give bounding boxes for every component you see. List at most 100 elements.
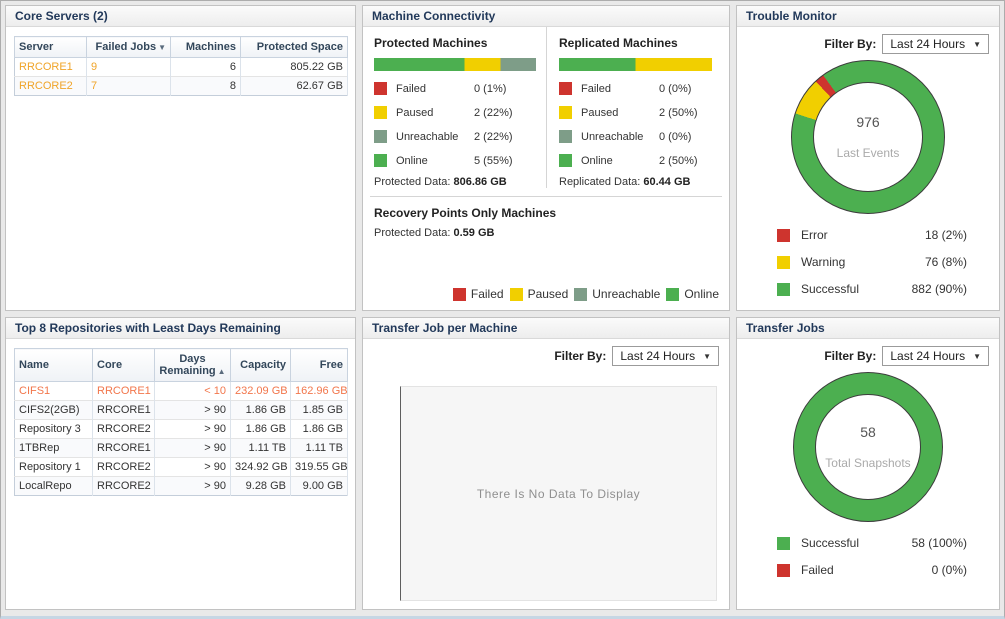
legend-item-unreachable: Unreachable 2 (22%) — [374, 130, 536, 143]
legend-item-online: Online — [666, 287, 719, 301]
table-row: RRCORE2 7 8 62.67 GB — [14, 76, 348, 96]
table-row: LocalRepo RRCORE2 > 90 9.28 GB 9.00 GB — [14, 476, 348, 496]
recovery-points-only-heading: Recovery Points Only Machines — [374, 206, 557, 220]
repository-name: CIFS2(2GB) — [14, 400, 93, 420]
days-remaining-value: > 90 — [154, 476, 231, 496]
error-swatch — [777, 228, 790, 242]
chevron-down-icon: ▼ — [973, 351, 981, 361]
core-name: RRCORE2 — [92, 457, 155, 477]
replicated-machines-section: Replicated Machines Failed 0 (0%) Paused… — [546, 27, 722, 188]
machines-count: 8 — [170, 76, 241, 96]
failed-swatch — [452, 287, 466, 301]
transfer-job-filter-dropdown[interactable]: Last 24 Hours ▼ — [612, 346, 719, 366]
trouble-monitor-filter-dropdown[interactable]: Last 24 Hours ▼ — [882, 34, 989, 54]
free-value: 319.55 GB — [290, 457, 348, 477]
online-swatch — [374, 154, 387, 167]
legend-item-warning: Warning 76 (8%) — [777, 255, 967, 269]
transfer-jobs-legend: Successful 58 (100%) Failed 0 (0%) — [737, 536, 999, 577]
col-header-machines[interactable]: Machines — [170, 36, 241, 58]
table-row: Repository 1 RRCORE2 > 90 324.92 GB 319.… — [14, 457, 348, 477]
paused-swatch — [509, 287, 523, 301]
donut-center-value: 58 — [860, 424, 876, 440]
col-header-name[interactable]: Name — [14, 348, 93, 382]
free-value: 1.86 GB — [290, 419, 348, 439]
replicated-machines-heading: Replicated Machines — [559, 36, 678, 50]
failed-jobs-link[interactable]: 9 — [91, 61, 98, 73]
failed-swatch — [374, 82, 387, 95]
col-header-core[interactable]: Core — [92, 348, 155, 382]
col-header-days-remaining[interactable]: Days Remaining ▲ — [154, 348, 231, 382]
col-header-protected-space[interactable]: Protected Space — [240, 36, 348, 58]
empty-chart-area: There Is No Data To Display — [400, 386, 717, 601]
core-server-link[interactable]: RRCORE2 — [19, 80, 73, 92]
legend-item-successful: Successful 882 (90%) — [777, 282, 967, 296]
failed-jobs-link[interactable]: 7 — [91, 80, 98, 92]
col-header-free[interactable]: Free — [290, 348, 348, 382]
legend-item-failed: Failed — [452, 287, 504, 301]
warning-swatch — [777, 255, 790, 269]
core-servers-table: Server Failed Jobs ▼ Machines Protected S… — [14, 36, 348, 96]
legend-item-online: Online 5 (55%) — [374, 154, 536, 167]
legend-item-successful: Successful 58 (100%) — [777, 536, 967, 550]
capacity-value: 232.09 GB — [230, 381, 291, 401]
col-header-capacity[interactable]: Capacity — [230, 348, 291, 382]
donut-center-label: Total Snapshots — [825, 456, 911, 470]
protected-data-total: Protected Data: 806.86 GB — [374, 176, 507, 188]
legend-item-failed: Failed 0 (0%) — [559, 82, 712, 95]
failed-swatch — [559, 82, 572, 95]
transfer-jobs-panel: Transfer Jobs Filter By: Last 24 Hours ▼… — [736, 317, 1000, 610]
free-value: 1.85 GB — [290, 400, 348, 420]
col-header-failed-jobs[interactable]: Failed Jobs ▼ — [86, 36, 171, 58]
core-name: RRCORE1 — [92, 438, 155, 458]
core-server-link[interactable]: RRCORE1 — [19, 61, 73, 73]
panel-title-transfer-jobs: Transfer Jobs — [737, 318, 999, 339]
legend-item-unreachable: Unreachable — [574, 287, 660, 301]
core-link[interactable]: RRCORE1 — [97, 385, 151, 397]
legend-item-paused: Paused — [509, 287, 568, 301]
free-value: 1.11 TB — [290, 438, 348, 458]
legend-item-unreachable: Unreachable 0 (0%) — [559, 130, 712, 143]
repository-name: Repository 1 — [14, 457, 93, 477]
transfer-jobs-filter-dropdown[interactable]: Last 24 Hours ▼ — [882, 346, 989, 366]
filter-by-label: Filter By: — [554, 349, 607, 363]
machines-count: 6 — [170, 57, 241, 77]
capacity-value: 9.28 GB — [230, 476, 291, 496]
capacity-value: 1.11 TB — [230, 438, 291, 458]
protected-machines-heading: Protected Machines — [374, 36, 488, 50]
protected-machines-section: Protected Machines Failed 0 (1%) Paused … — [370, 27, 546, 188]
transfer-jobs-donut-chart[interactable]: 58 Total Snapshots — [793, 372, 943, 522]
divider — [370, 196, 722, 197]
trouble-monitor-legend: Error 18 (2%) Warning 76 (8%) Successful… — [737, 228, 999, 296]
successful-swatch — [777, 536, 790, 550]
repository-link[interactable]: CIFS1 — [19, 385, 51, 397]
sort-asc-icon: ▲ — [217, 367, 226, 376]
capacity-value: 324.92 GB — [230, 457, 291, 477]
core-name: RRCORE2 — [92, 476, 155, 496]
days-remaining-value: > 90 — [154, 457, 231, 477]
table-row: CIFS2(2GB) RRCORE1 > 90 1.86 GB 1.85 GB — [14, 400, 348, 420]
trouble-monitor-panel: Trouble Monitor Filter By: Last 24 Hours… — [736, 5, 1000, 311]
donut-center-label: Last Events — [836, 146, 900, 160]
panel-title-machine-connectivity: Machine Connectivity — [363, 6, 729, 27]
core-servers-panel: Core Servers (2) Server Failed Jobs ▼ Mac… — [5, 5, 356, 311]
col-header-server[interactable]: Server — [14, 36, 87, 58]
online-swatch — [559, 154, 572, 167]
replicated-machines-bar — [559, 58, 712, 71]
legend-item-failed: Failed 0 (1%) — [374, 82, 536, 95]
trouble-monitor-donut-chart[interactable]: 976 Last Events — [791, 60, 945, 214]
filter-by-label: Filter By: — [824, 37, 877, 51]
successful-swatch — [777, 282, 790, 296]
machine-connectivity-panel: Machine Connectivity Protected Machines … — [362, 5, 730, 311]
unreachable-swatch — [559, 130, 572, 143]
days-remaining-value: > 90 — [154, 438, 231, 458]
repository-name: 1TBRep — [14, 438, 93, 458]
legend-item-paused: Paused 2 (22%) — [374, 106, 536, 119]
panel-title-core-servers: Core Servers (2) — [6, 6, 355, 27]
legend-item-error: Error 18 (2%) — [777, 228, 967, 242]
recovery-points-only-section: Recovery Points Only Machines Protected … — [363, 197, 729, 239]
protected-space-value: 805.22 GB — [240, 57, 348, 77]
repository-name: LocalRepo — [14, 476, 93, 496]
panel-title-trouble-monitor: Trouble Monitor — [737, 6, 999, 27]
table-row: CIFS1 RRCORE1 < 10 232.09 GB 162.96 GB — [14, 381, 348, 401]
